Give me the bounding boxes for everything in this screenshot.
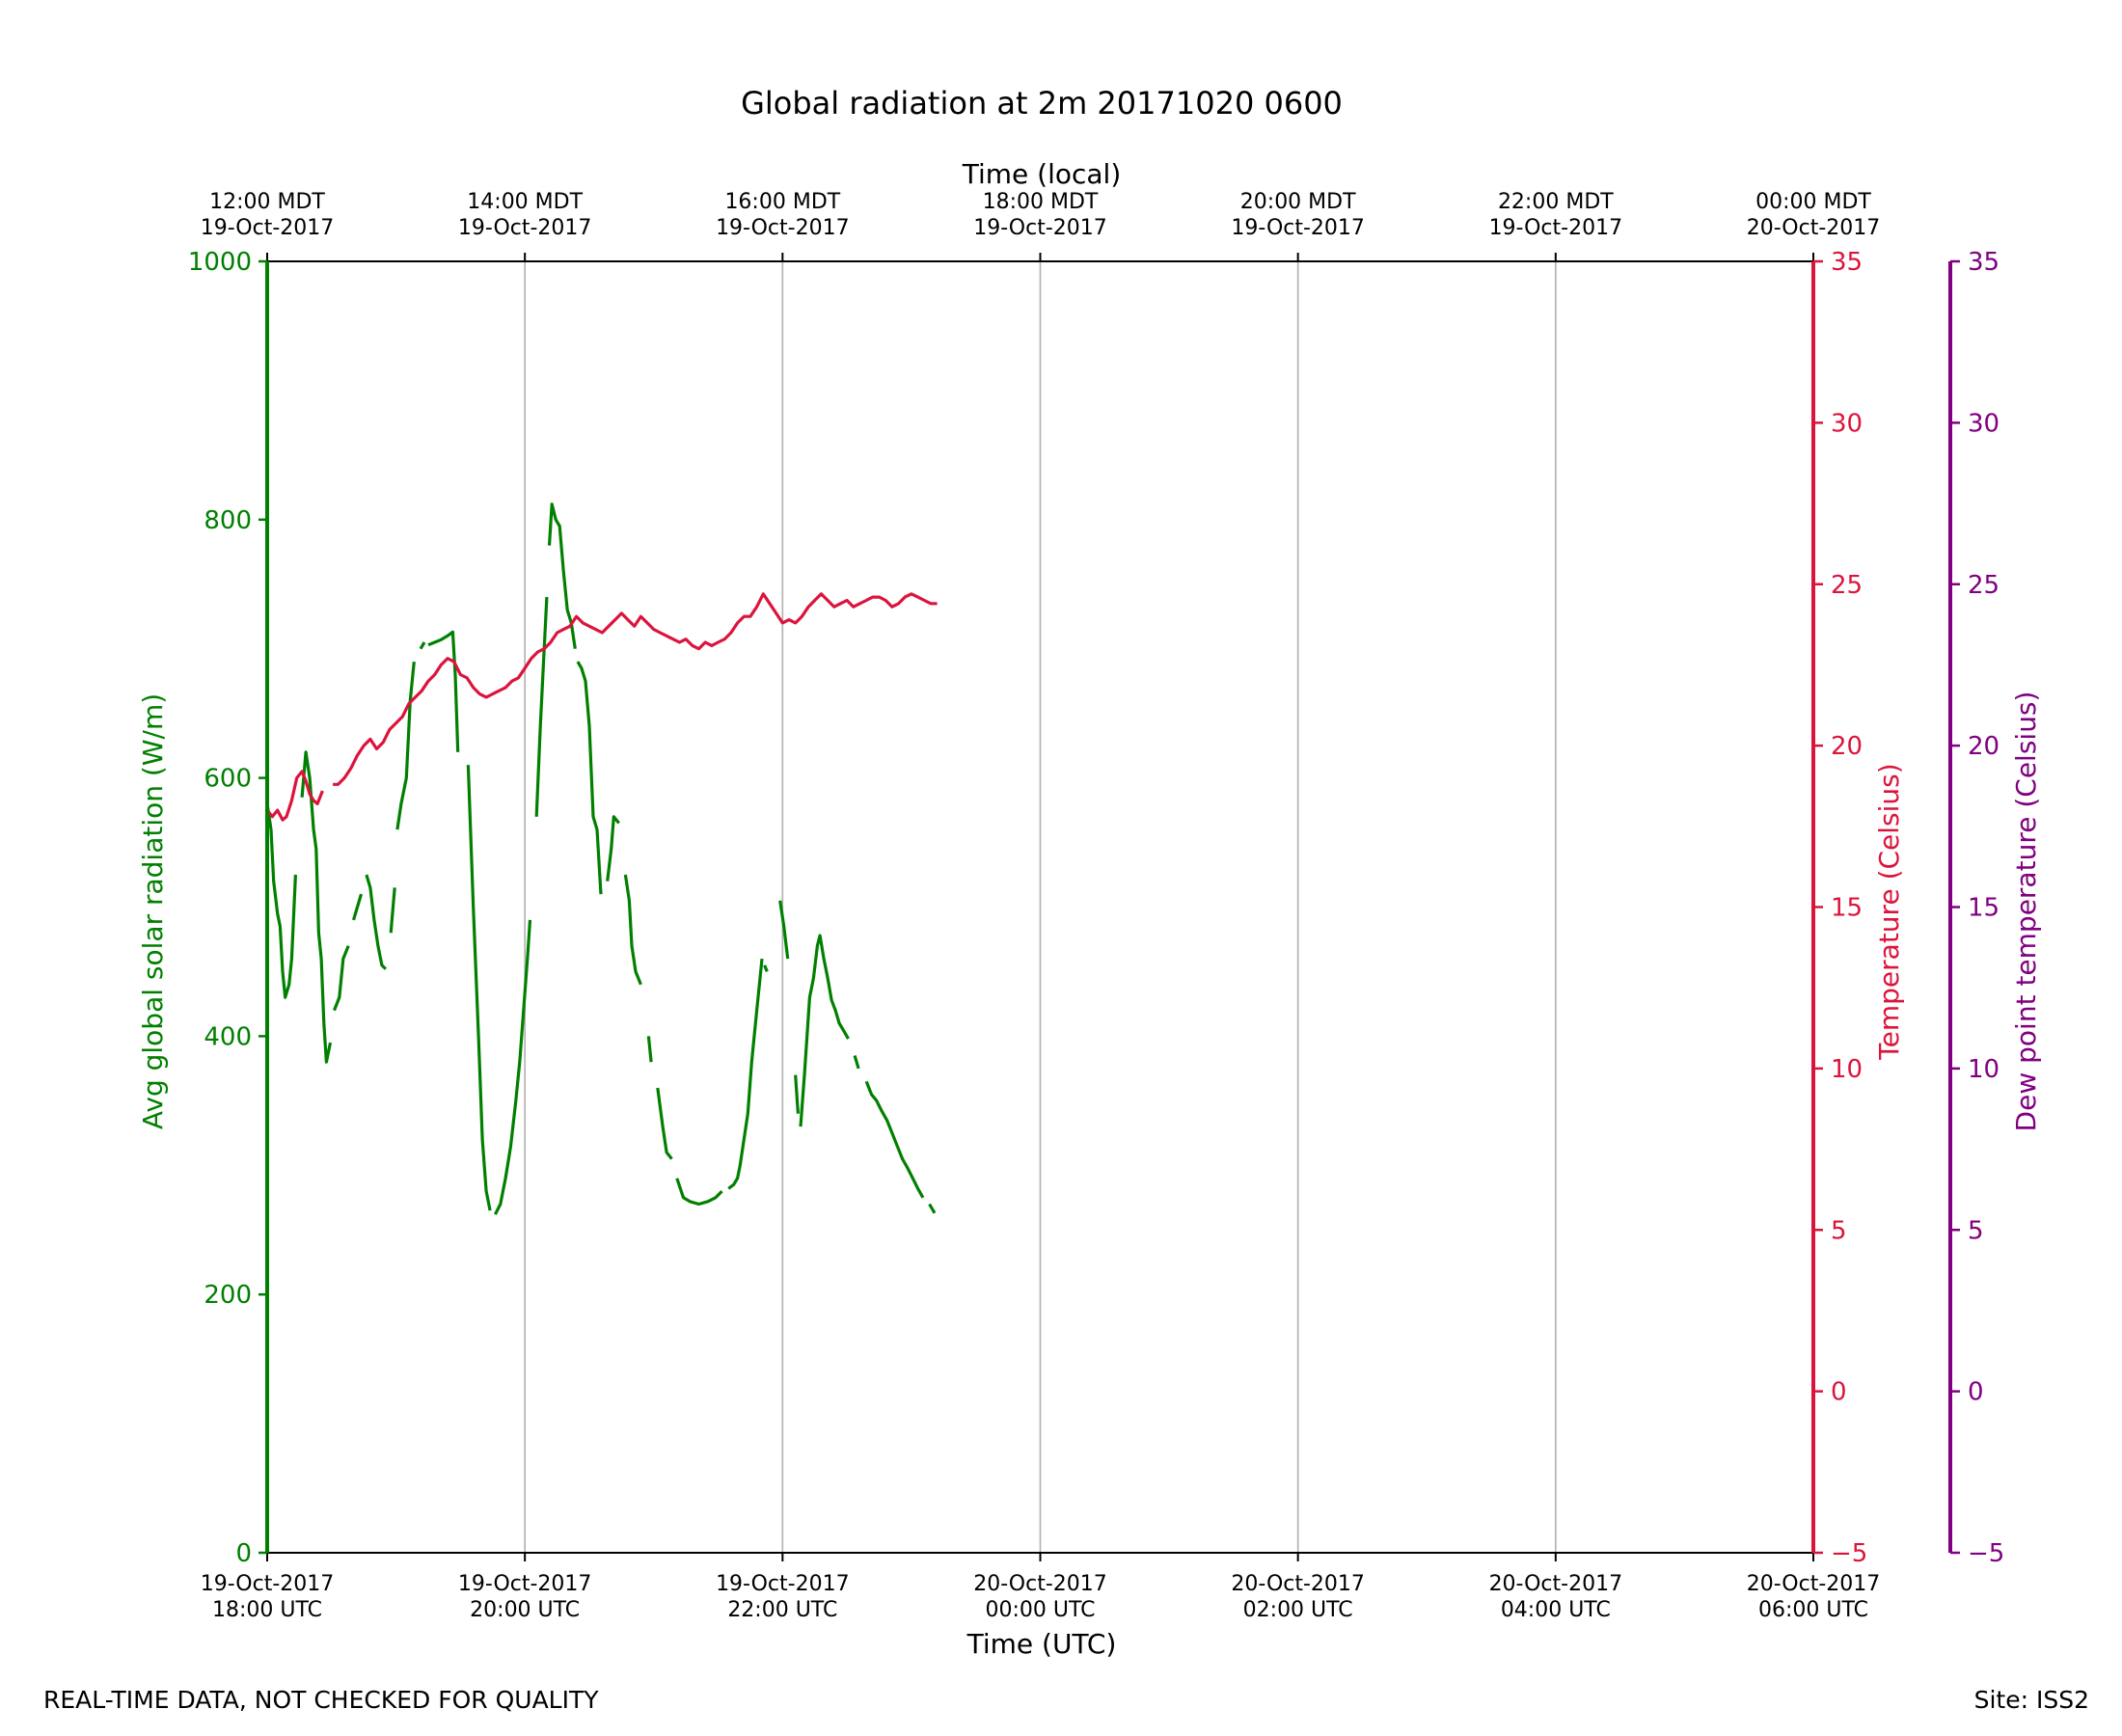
temperature-tick-label: 0 bbox=[1831, 1378, 1847, 1407]
dewpoint-tick-label: 30 bbox=[1968, 409, 2000, 438]
top-x-tick-label: 14:00 MDT bbox=[467, 190, 583, 214]
x-tick-label: 19-Oct-2017 bbox=[458, 1572, 592, 1596]
x-tick-label: 18:00 UTC bbox=[212, 1598, 322, 1622]
top-x-tick-label: 19-Oct-2017 bbox=[201, 216, 335, 240]
x-tick-label: 02:00 UTC bbox=[1243, 1598, 1353, 1622]
temperature-tick-label: −5 bbox=[1831, 1539, 1867, 1568]
top-x-tick-label: 18:00 MDT bbox=[983, 190, 1099, 214]
top-x-tick-label: 20:00 MDT bbox=[1240, 190, 1356, 214]
x-axis-label: Time (UTC) bbox=[966, 1628, 1117, 1660]
radiation-series-line bbox=[675, 1178, 723, 1207]
top-x-tick-label: 19-Oct-2017 bbox=[716, 216, 850, 240]
x-tick-label: 20-Oct-2017 bbox=[973, 1572, 1107, 1596]
temperature-tick-label: 10 bbox=[1831, 1055, 1863, 1084]
x-tick-label: 20-Oct-2017 bbox=[1231, 1572, 1365, 1596]
radiation-axis-label: Avg global solar radiation (W/m) bbox=[137, 693, 169, 1129]
radiation-series-line bbox=[606, 815, 620, 882]
temperature-tick-label: 30 bbox=[1831, 409, 1863, 438]
radiation-series-line bbox=[395, 661, 416, 830]
radiation-series-line bbox=[623, 874, 642, 986]
temperature-series-line bbox=[333, 592, 938, 786]
temperature-tick-label: 35 bbox=[1831, 248, 1863, 277]
radiation-series-line bbox=[389, 887, 396, 934]
dewpoint-tick-label: 35 bbox=[1968, 248, 2000, 277]
dewpoint-tick-label: 5 bbox=[1968, 1216, 1984, 1245]
top-x-tick-label: 22:00 MDT bbox=[1498, 190, 1614, 214]
radiation-series-line bbox=[547, 502, 577, 649]
radiation-series-line bbox=[646, 1036, 653, 1063]
x-tick-label: 20:00 UTC bbox=[470, 1598, 580, 1622]
dewpoint-axis-label: Dew point temperature (Celsius) bbox=[2010, 692, 2042, 1132]
radiation-series-line bbox=[763, 964, 769, 973]
x-tick-label: 04:00 UTC bbox=[1501, 1598, 1611, 1622]
dewpoint-tick-label: 25 bbox=[1968, 571, 2000, 600]
quality-note: REAL-TIME DATA, NOT CHECKED FOR QUALITY bbox=[43, 1686, 599, 1714]
radiation-tick-label: 200 bbox=[204, 1281, 252, 1310]
top-x-tick-label: 19-Oct-2017 bbox=[1489, 216, 1623, 240]
radiation-series-line bbox=[365, 874, 388, 970]
radiation-tick-label: 400 bbox=[204, 1022, 252, 1051]
temperature-tick-label: 25 bbox=[1831, 571, 1863, 600]
radiation-series-line bbox=[576, 661, 603, 895]
temperature-series-line bbox=[265, 770, 324, 822]
temperature-tick-label: 20 bbox=[1831, 732, 1863, 761]
radiation-series-line bbox=[493, 919, 532, 1215]
dewpoint-tick-label: 15 bbox=[1968, 894, 2000, 923]
radiation-series-line bbox=[265, 803, 297, 999]
temperature-tick-label: 5 bbox=[1831, 1216, 1847, 1245]
data-layer bbox=[265, 261, 938, 1553]
dewpoint-tick-label: 0 bbox=[1968, 1378, 1984, 1407]
dewpoint-tick-label: 10 bbox=[1968, 1055, 2000, 1084]
radiation-series-line bbox=[300, 750, 333, 1064]
x-tick-label: 06:00 UTC bbox=[1758, 1598, 1868, 1622]
radiation-series-line bbox=[794, 1074, 800, 1114]
dewpoint-tick-label: −5 bbox=[1968, 1539, 2004, 1568]
top-x-tick-label: 16:00 MDT bbox=[724, 190, 840, 214]
x-tick-label: 19-Oct-2017 bbox=[716, 1572, 850, 1596]
radiation-series-line bbox=[534, 597, 549, 817]
radiation-series-line bbox=[427, 630, 460, 752]
top-x-tick-label: 12:00 MDT bbox=[209, 190, 325, 214]
radiation-series-line bbox=[351, 893, 364, 921]
radiation-tick-label: 800 bbox=[204, 506, 252, 535]
radiation-tick-label: 0 bbox=[235, 1539, 252, 1568]
radiation-series-line bbox=[466, 765, 492, 1211]
x-tick-label: 22:00 UTC bbox=[727, 1598, 837, 1622]
temperature-tick-label: 15 bbox=[1831, 894, 1863, 923]
radiation-series-line bbox=[656, 1087, 673, 1160]
radiation-tick-label: 600 bbox=[204, 765, 252, 794]
radiation-series-line bbox=[333, 945, 350, 1012]
radiation-series-line bbox=[799, 934, 850, 1127]
top-x-axis-label: Time (local) bbox=[962, 158, 1122, 190]
radiation-tick-label: 1000 bbox=[188, 248, 252, 277]
site-label: Site: ISS2 bbox=[1973, 1686, 2089, 1714]
radiation-series-line bbox=[727, 958, 764, 1190]
top-x-tick-label: 19-Oct-2017 bbox=[458, 216, 592, 240]
radiation-series-line bbox=[419, 641, 426, 650]
temperature-axis-label: Temperature (Celsius) bbox=[1873, 763, 1905, 1060]
grid bbox=[266, 261, 1814, 1553]
chart-title: Global radiation at 2m 20171020 0600 bbox=[741, 85, 1343, 122]
top-x-tick-label: 20-Oct-2017 bbox=[1747, 216, 1881, 240]
radiation-series-line bbox=[778, 900, 790, 960]
top-x-tick-label: 19-Oct-2017 bbox=[973, 216, 1107, 240]
x-tick-label: 00:00 UTC bbox=[985, 1598, 1095, 1622]
radiation-series-line bbox=[928, 1203, 937, 1214]
dewpoint-tick-label: 20 bbox=[1968, 732, 2000, 761]
radiation-series-line bbox=[853, 1055, 860, 1070]
x-tick-label: 20-Oct-2017 bbox=[1489, 1572, 1623, 1596]
top-x-tick-label: 19-Oct-2017 bbox=[1231, 216, 1365, 240]
top-x-tick-label: 00:00 MDT bbox=[1755, 190, 1871, 214]
radiation-series-line bbox=[864, 1080, 925, 1199]
x-tick-label: 19-Oct-2017 bbox=[201, 1572, 335, 1596]
x-tick-label: 20-Oct-2017 bbox=[1747, 1572, 1881, 1596]
